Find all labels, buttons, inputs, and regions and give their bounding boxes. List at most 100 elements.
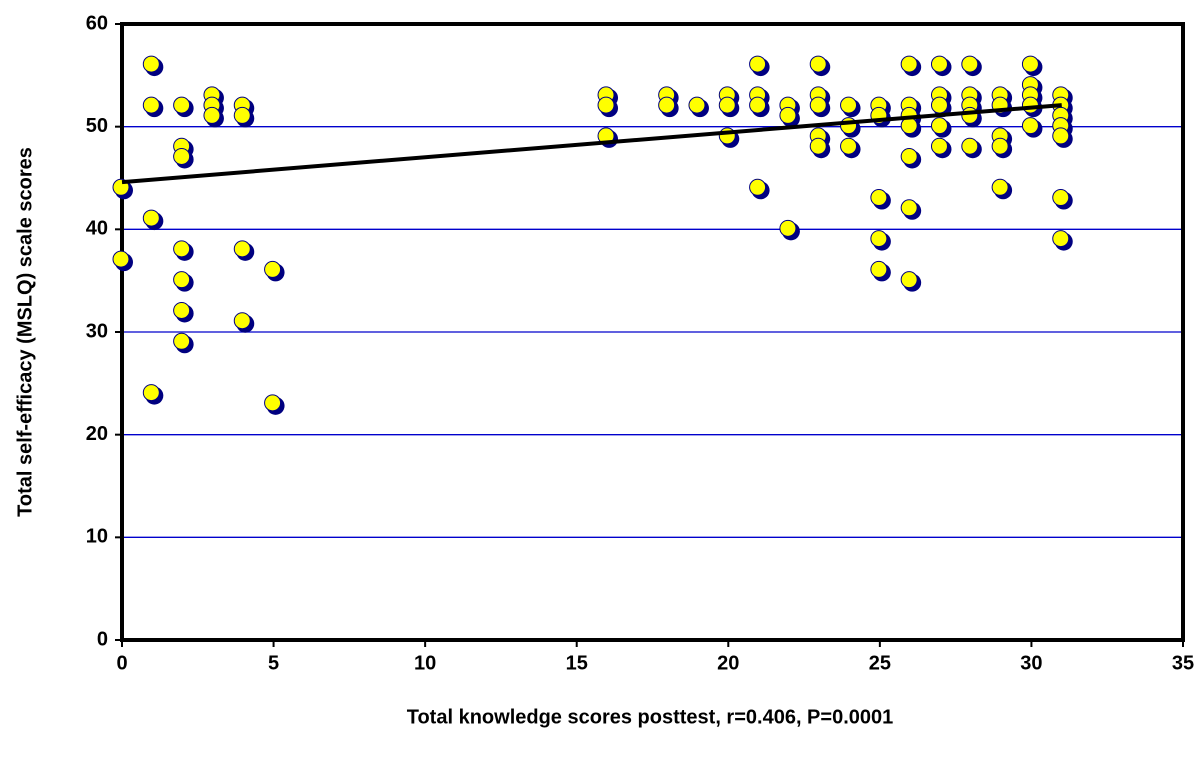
point-face xyxy=(173,332,191,350)
point-face xyxy=(142,209,160,227)
point xyxy=(870,260,891,282)
trend-line xyxy=(121,103,1062,185)
point xyxy=(142,209,164,231)
point-face xyxy=(142,384,160,402)
point-face xyxy=(930,55,948,73)
point xyxy=(870,189,891,210)
x-tick-label: 20 xyxy=(717,652,739,674)
x-tick-label: 5 xyxy=(268,652,279,674)
point xyxy=(142,96,164,118)
point-face xyxy=(142,96,160,114)
point xyxy=(597,127,619,148)
point xyxy=(173,240,194,261)
point xyxy=(1021,117,1043,138)
point-face xyxy=(870,230,888,248)
point xyxy=(264,260,285,282)
point-face xyxy=(900,199,918,217)
point-face xyxy=(749,178,767,196)
point-face xyxy=(991,178,1009,196)
point-face xyxy=(809,96,827,114)
point xyxy=(749,55,770,77)
point-face xyxy=(1052,127,1070,145)
plot-frame xyxy=(120,22,1185,642)
x-axis-label: Total knowledge scores posttest, r=0.406… xyxy=(407,706,894,728)
y-tick-label: 0 xyxy=(97,628,108,650)
point xyxy=(112,250,133,272)
point-face xyxy=(1052,230,1070,248)
point-face xyxy=(264,394,282,412)
point xyxy=(900,199,922,220)
point xyxy=(961,137,982,159)
point xyxy=(779,106,800,128)
point xyxy=(1052,189,1073,210)
point xyxy=(900,55,922,77)
point-face xyxy=(1021,96,1039,114)
point-face xyxy=(840,96,858,114)
y-tick-label: 10 xyxy=(86,526,108,548)
point xyxy=(809,96,831,118)
x-tick-label: 0 xyxy=(116,652,127,674)
x-tick-label: 10 xyxy=(414,652,436,674)
point-face xyxy=(870,260,888,278)
point xyxy=(173,147,194,169)
point-face xyxy=(870,189,888,207)
point xyxy=(233,106,255,128)
point-face xyxy=(779,219,797,237)
point-face xyxy=(991,137,1009,155)
point-face xyxy=(718,96,736,114)
point-face xyxy=(961,137,979,155)
point-face xyxy=(173,96,191,114)
point-face xyxy=(597,96,615,114)
point xyxy=(233,312,255,333)
x-tick-label: 15 xyxy=(566,652,588,674)
point-face xyxy=(264,260,282,278)
point xyxy=(809,55,831,77)
point-face xyxy=(779,106,797,124)
point xyxy=(900,147,922,169)
point xyxy=(840,137,861,159)
point-face xyxy=(930,96,948,114)
point-face xyxy=(1021,55,1039,73)
y-tick-label: 20 xyxy=(86,423,108,445)
point-face xyxy=(961,106,979,124)
point xyxy=(718,96,740,118)
point xyxy=(930,137,952,159)
point xyxy=(173,96,194,118)
y-tick-label: 40 xyxy=(86,218,108,240)
point xyxy=(749,178,770,200)
point xyxy=(1052,127,1073,148)
point xyxy=(991,178,1013,200)
point-face xyxy=(1052,189,1070,207)
point xyxy=(779,219,800,241)
point-face xyxy=(233,240,251,258)
point-face xyxy=(688,96,706,114)
point xyxy=(233,240,255,261)
point-face xyxy=(809,137,827,155)
point-face xyxy=(930,117,948,135)
point xyxy=(688,96,709,118)
point-face xyxy=(658,96,676,114)
point xyxy=(597,96,619,118)
point-face xyxy=(173,147,191,165)
point-face xyxy=(900,147,918,165)
point-face xyxy=(840,117,858,135)
point xyxy=(264,394,285,415)
point xyxy=(809,137,831,159)
point xyxy=(991,137,1013,159)
point-face xyxy=(173,271,191,289)
point xyxy=(142,384,164,405)
y-tick-label: 30 xyxy=(86,320,108,342)
point xyxy=(203,106,224,128)
point xyxy=(142,55,164,77)
point-face xyxy=(840,137,858,155)
point-face xyxy=(233,106,251,124)
point xyxy=(961,55,982,77)
point xyxy=(173,301,194,323)
point-face xyxy=(142,55,160,73)
point-face xyxy=(900,271,918,289)
point xyxy=(930,55,952,77)
y-axis-label: Total self-efficacy (MSLQ) scale scores xyxy=(14,147,36,517)
point xyxy=(1021,55,1043,77)
point-face xyxy=(961,55,979,73)
